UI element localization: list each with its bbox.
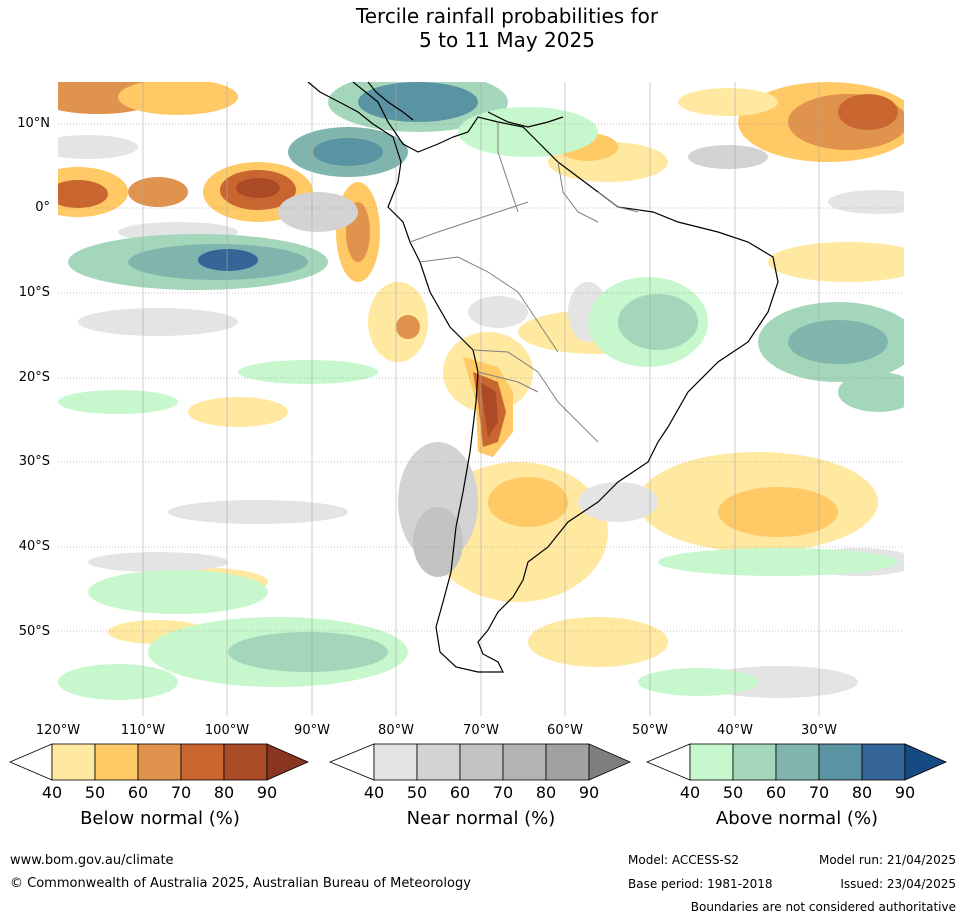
colorbar-near-normal [328, 743, 631, 781]
colorbar-above-title: Above normal (%) [715, 808, 879, 829]
colorbar-near-tick: 70 [492, 783, 514, 802]
footer-model-run: Model run: 21/04/2025 [818, 853, 956, 867]
footer-model: Model: ACCESS-S2 [628, 853, 740, 867]
lon-label-70w: 70°W [463, 723, 499, 738]
colorbar-near-tick: 50 [406, 783, 428, 802]
colorbar-near-upper-arrow [588, 743, 631, 781]
colorbar-above-bin [818, 743, 863, 781]
footer-copyright: © Commonwealth of Australia 2025, Austra… [10, 876, 471, 891]
colorbar-near-lower-arrow [328, 743, 375, 781]
colorbar-above-bin [732, 743, 777, 781]
colorbar-near-tick: 40 [363, 783, 385, 802]
colorbar-below-bin [94, 743, 139, 781]
colorbar-below-lower-arrow [8, 743, 53, 781]
lon-label-30w: 30°W [801, 723, 837, 738]
colorbar-above-tick: 40 [679, 783, 701, 802]
colorbar-below-upper-arrow [266, 743, 309, 781]
country-borders [409, 122, 639, 443]
colorbar-below-tick: 50 [84, 783, 106, 802]
colorbar-near-bin [416, 743, 461, 781]
colorbar-above-tick: 80 [851, 783, 873, 802]
colorbar-below-bin [180, 743, 225, 781]
colorbar-above-lower-arrow [645, 743, 691, 781]
colorbar-above-bin [775, 743, 820, 781]
lon-label-110w: 110°W [120, 723, 166, 738]
footer-disclaimer: Boundaries are not considered authoritat… [690, 900, 956, 914]
footer-website: www.bom.gov.au/climate [10, 853, 174, 868]
colorbar-below-normal [8, 743, 309, 781]
colorbar-near-tick: 60 [449, 783, 471, 802]
colorbar-below-tick: 70 [170, 783, 192, 802]
title-line-1: Tercile rainfall probabilities for [355, 4, 659, 28]
colorbar-above-normal [645, 743, 947, 781]
lat-label-30s: 30°S [18, 454, 50, 469]
colorbar-near-bin [502, 743, 547, 781]
lat-label-10n: 10°N [17, 116, 50, 131]
lon-label-60w: 60°W [547, 723, 583, 738]
colorbar-above-bin [861, 743, 906, 781]
colorbar-below-tick: 60 [127, 783, 149, 802]
footer-base-period: Base period: 1981-2018 [628, 877, 773, 891]
lat-label-50s: 50°S [18, 624, 50, 639]
lon-label-90w: 90°W [294, 723, 330, 738]
lat-label-20s: 20°S [18, 370, 50, 385]
probability-map [58, 82, 904, 716]
colorbar-above-tick: 50 [722, 783, 744, 802]
coastline [307, 82, 779, 673]
lon-label-100w: 100°W [204, 723, 250, 738]
colorbar-near-bin [459, 743, 504, 781]
title-line-2: 5 to 11 May 2025 [419, 28, 595, 52]
near-normal-regions [58, 135, 904, 698]
colorbar-near-bin [373, 743, 418, 781]
lat-label-40s: 40°S [18, 539, 50, 554]
colorbar-above-upper-arrow [904, 743, 947, 781]
colorbar-above-bin [689, 743, 734, 781]
map-svg [58, 82, 904, 716]
lon-label-120w: 120°W [35, 723, 81, 738]
colorbar-below-bin [137, 743, 182, 781]
lat-label-10s: 10°S [18, 285, 50, 300]
colorbar-below-tick: 40 [41, 783, 63, 802]
meridians [142, 82, 820, 716]
footer-issued: Issued: 23/04/2025 [840, 877, 956, 891]
colorbar-near-tick: 80 [535, 783, 557, 802]
colorbar-below-tick: 90 [256, 783, 278, 802]
colorbar-below-bin [51, 743, 96, 781]
colorbar-below-tick: 80 [213, 783, 235, 802]
colorbar-below-bin [223, 743, 268, 781]
colorbar-above-tick: 60 [765, 783, 787, 802]
colorbar-below-title: Below normal (%) [80, 808, 240, 829]
colorbar-near-tick: 90 [578, 783, 600, 802]
lon-label-50w: 50°W [632, 723, 668, 738]
colorbar-near-title: Near normal (%) [406, 808, 556, 829]
colorbar-above-tick: 90 [894, 783, 916, 802]
lat-label-0: 0° [35, 200, 50, 215]
colorbar-above-tick: 70 [808, 783, 830, 802]
lon-label-80w: 80°W [378, 723, 414, 738]
lon-label-40w: 40°W [717, 723, 753, 738]
map-title: Tercile rainfall probabilities for 5 to … [0, 4, 965, 52]
above-normal-regions [58, 82, 904, 700]
colorbar-near-bin [545, 743, 590, 781]
